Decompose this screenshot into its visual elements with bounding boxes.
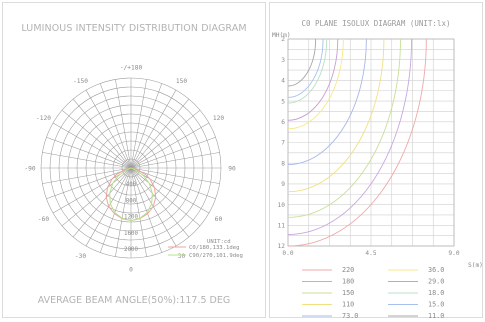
polar-angle-label: -60 [38, 216, 49, 223]
polar-grid-spoke [130, 152, 220, 169]
isolux-y-tick: 5 [281, 98, 285, 105]
isolux-x-tick: 0.0 [282, 250, 293, 257]
polar-angle-label: 150 [176, 78, 187, 85]
isolux-y-tick: 2 [281, 36, 285, 43]
polar-angle-label: 120 [213, 115, 224, 122]
polar-angle-label: 30 [178, 253, 186, 260]
polar-grid-spoke [85, 89, 132, 169]
polar-grid-spoke [130, 167, 147, 257]
polar-radial-label: 1600 [124, 231, 138, 237]
polar-angle-label: -150 [73, 78, 88, 85]
polar-angle-label: -/+180 [120, 65, 143, 72]
isolux-contour [287, 38, 324, 98]
polar-grid-spoke [115, 167, 132, 257]
isolux-legend-label: 15.0 [428, 301, 444, 309]
polar-radial-label: 800 [126, 198, 137, 204]
polar-grid-spoke [99, 167, 132, 253]
isolux-chart: MH(m)2 3 4 5 6 7 8 9 10 11 120.0 4.5 9.0 S(m) 220 180 15… [272, 32, 483, 319]
polar-grid-spoke [130, 167, 163, 253]
isolux-plot-frame [287, 38, 455, 247]
polar-angle-label: -120 [36, 115, 51, 122]
polar-grid-spoke [130, 83, 163, 169]
isolux-contour [287, 38, 317, 87]
polar-grid-spoke [130, 98, 190, 169]
isolux-contour [287, 38, 427, 247]
isolux-y-tick: 12 [278, 243, 286, 250]
polar-radial-label: 2000 [124, 247, 138, 253]
polar-angle-label: 0 [129, 267, 133, 274]
polar-chart-title: LUMINOUS INTENSITY DISTRIBUTION DIAGRAM [21, 23, 247, 34]
isolux-y-tick: 11 [278, 223, 286, 230]
polar-angle-label: 90 [228, 166, 236, 173]
isolux-y-tick: 4 [281, 78, 285, 85]
isolux-y-axis-label: MH(m) [272, 32, 291, 39]
isolux-contour [287, 38, 344, 130]
isolux-y-tick: 6 [281, 119, 285, 126]
polar-grid-spoke [115, 79, 132, 169]
polar-angle-label: -90 [24, 166, 35, 173]
polar-chart: -/+180 150 120 90 60 30 0 -30 -60 -90 -120 -150 400 8… [24, 65, 243, 274]
isolux-y-tick: 3 [281, 57, 285, 64]
polar-grid-spoke [130, 167, 220, 184]
polar-grid-spoke [130, 89, 177, 169]
isolux-legend-label: 11.0 [428, 312, 444, 319]
isolux-contour [287, 38, 413, 235]
polar-legend-label: C0/180,133.1deg [189, 245, 240, 251]
isolux-legend-label: 150 [342, 289, 354, 297]
isolux-legend-label: 18.0 [428, 289, 444, 297]
isolux-y-tick: 8 [281, 160, 285, 167]
polar-grid-spoke [46, 167, 132, 200]
polar-grid-spoke [130, 167, 210, 214]
polar-grid-spoke [61, 109, 132, 169]
polar-grid-spoke [130, 79, 147, 169]
polar-grid-spoke [61, 167, 132, 227]
polar-grid-spoke [130, 109, 201, 169]
isolux-legend-label: 29.0 [428, 278, 444, 286]
isolux-chart-title: C0 PLANE ISOLUX DIAGRAM (UNIT:lx) [301, 19, 451, 28]
isolux-legend-label: 110 [342, 301, 354, 309]
polar-series-curve [109, 167, 153, 222]
isolux-y-tick: 9 [281, 181, 285, 188]
isolux-y-tick: 7 [281, 140, 285, 147]
polar-grid-spoke [72, 167, 132, 238]
isolux-legend-label: 220 [342, 266, 354, 274]
isolux-contour [287, 38, 328, 104]
polar-legend-label: C90/270,101.9deg [189, 253, 243, 259]
isolux-contour [287, 38, 385, 193]
polar-grid-spoke [130, 122, 210, 169]
isolux-panel: C0 PLANE ISOLUX DIAGRAM (UNIT:lx) MH(m) 2… [269, 2, 483, 319]
polar-grid-spoke [42, 152, 132, 169]
isolux-contour [287, 38, 401, 218]
polar-grid-spoke [130, 167, 201, 227]
polar-grid-spoke [130, 167, 190, 238]
isolux-x-tick: 4.5 [365, 250, 376, 257]
polar-angle-label: -30 [75, 253, 86, 260]
polar-grid-spoke [130, 136, 216, 169]
polar-radial-label: 400 [126, 182, 137, 188]
isolux-contour [287, 38, 339, 121]
isolux-legend-label: 73.0 [342, 312, 358, 319]
polar-angle-label: 60 [215, 216, 223, 223]
isolux-x-axis-label: S(m) [468, 262, 483, 269]
polar-unit-label: UNIT:cd [207, 239, 231, 245]
beam-angle-footer: AVERAGE BEAM ANGLE(50%):117.5 DEG [37, 295, 231, 306]
isolux-contour [287, 38, 367, 165]
polar-radial-label: 1200 [124, 215, 138, 221]
luminous-intensity-panel: LUMINOUS INTENSITY DISTRIBUTION DIAGRAM … [2, 2, 266, 318]
polar-grid-spoke [130, 167, 216, 200]
isolux-legend-label: 36.0 [428, 266, 444, 274]
isolux-y-tick: 10 [278, 202, 286, 209]
polar-grid-spoke [52, 122, 132, 169]
isolux-legend-label: 180 [342, 278, 354, 286]
polar-grid-spoke [99, 83, 132, 169]
polar-grid-spoke [46, 136, 132, 169]
polar-grid-spoke [72, 98, 132, 169]
polar-grid-spoke [52, 167, 132, 214]
isolux-x-tick: 9.0 [448, 250, 459, 257]
polar-grid-spoke [42, 167, 132, 184]
